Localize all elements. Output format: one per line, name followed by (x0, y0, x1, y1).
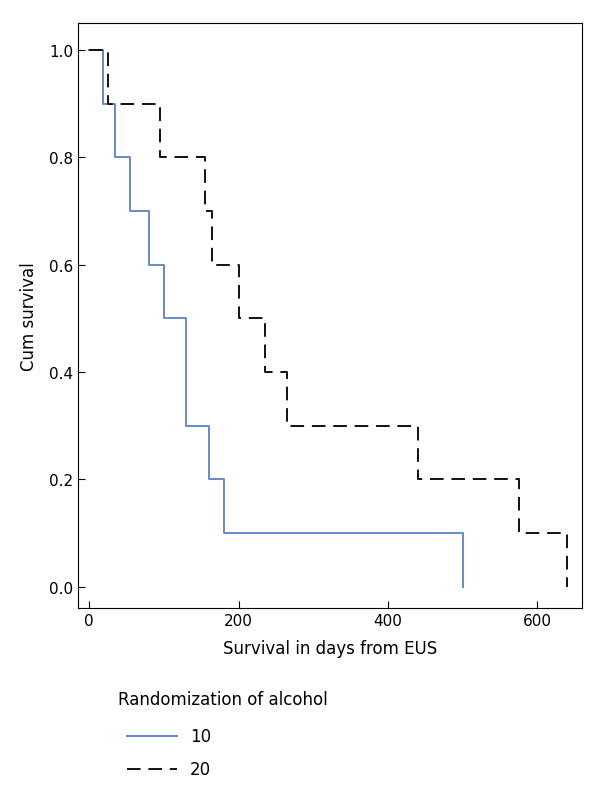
Legend: 10, 20: 10, 20 (127, 727, 211, 779)
X-axis label: Survival in days from EUS: Survival in days from EUS (223, 639, 437, 657)
Text: Randomization of alcohol: Randomization of alcohol (118, 690, 328, 708)
Y-axis label: Cum survival: Cum survival (20, 262, 38, 371)
